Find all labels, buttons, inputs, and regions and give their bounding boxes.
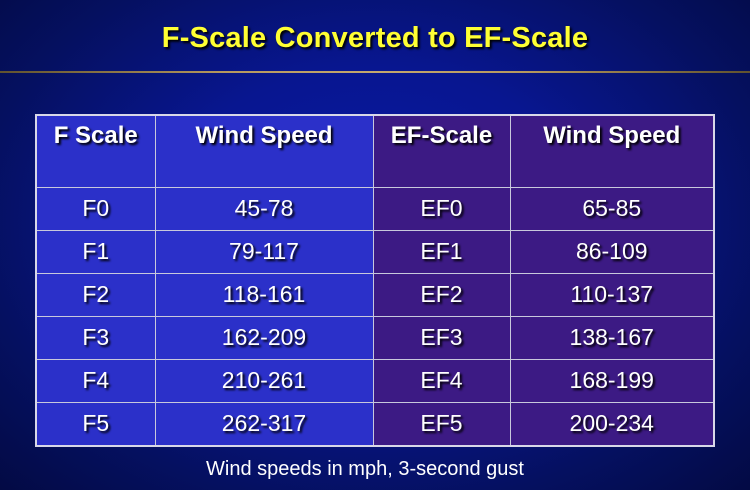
table-row: F2 118-161 EF2 110-137 [35,272,715,317]
slide-title: F-Scale Converted to EF-Scale [161,22,589,54]
ef-scale-cell: EF5 [372,401,511,446]
f-scale-cell: F0 [35,186,156,231]
table-row: F1 79-117 EF1 86-109 [35,229,715,274]
f-scale-cell: F3 [35,315,156,360]
f-wind-speed-cell: 162-209 [154,315,374,360]
header-ef-wind-speed: Wind Speed [509,114,715,188]
table-row: F0 45-78 EF0 65-85 [35,186,715,231]
f-scale-cell: F5 [35,401,156,446]
header-f-wind-speed: Wind Speed [154,114,374,188]
header-f-scale: F Scale [35,114,156,188]
ef-scale-cell: EF2 [372,272,511,317]
ef-wind-speed-cell: 168-199 [509,358,715,403]
f-wind-speed-cell: 45-78 [154,186,374,231]
title-divider [0,71,750,73]
ef-scale-cell: EF3 [372,315,511,360]
units-footnote: Wind speeds in mph, 3-second gust [206,458,524,480]
ef-scale-cell: EF4 [372,358,511,403]
f-wind-speed-cell: 210-261 [154,358,374,403]
f-wind-speed-cell: 79-117 [154,229,374,274]
header-ef-scale: EF-Scale [372,114,511,188]
ef-wind-speed-cell: 200-234 [509,401,715,446]
ef-wind-speed-cell: 110-137 [509,272,715,317]
table-row: F3 162-209 EF3 138-167 [35,315,715,360]
f-scale-cell: F1 [35,229,156,274]
f-scale-cell: F2 [35,272,156,317]
table-header-row: F Scale Wind Speed EF-Scale Wind Speed [35,114,715,188]
ef-scale-cell: EF0 [372,186,511,231]
table-row: F5 262-317 EF5 200-234 [35,401,715,446]
ef-wind-speed-cell: 86-109 [509,229,715,274]
ef-scale-cell: EF1 [372,229,511,274]
f-wind-speed-cell: 118-161 [154,272,374,317]
scale-conversion-table: F Scale Wind Speed EF-Scale Wind Speed F… [35,114,715,447]
f-wind-speed-cell: 262-317 [154,401,374,446]
table-row: F4 210-261 EF4 168-199 [35,358,715,403]
ef-wind-speed-cell: 65-85 [509,186,715,231]
ef-wind-speed-cell: 138-167 [509,315,715,360]
f-scale-cell: F4 [35,358,156,403]
